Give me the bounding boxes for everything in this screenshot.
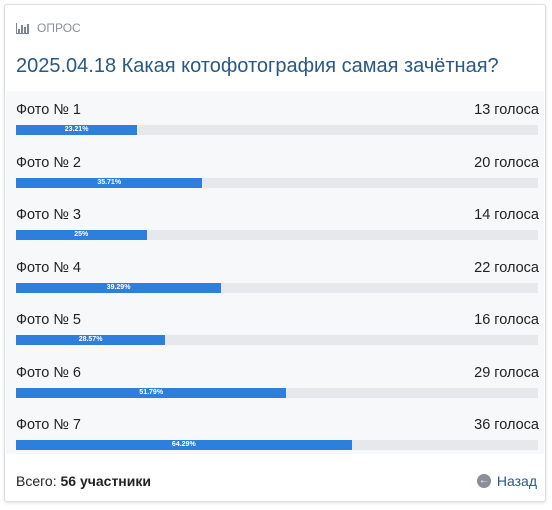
option-votes: 14 голоса xyxy=(474,207,539,223)
option-label: Фото № 6 xyxy=(16,365,81,381)
option-label: Фото № 1 xyxy=(16,102,81,118)
poll-card: ОПРОС 2025.04.18 Какая котофотография са… xyxy=(4,4,546,502)
poll-option-5[interactable]: Фото № 5 16 голоса 28.57% xyxy=(16,304,539,345)
option-label: Фото № 7 xyxy=(16,417,81,433)
option-bar-fill: 51.79% xyxy=(16,388,287,398)
option-bar-track: 64.29% xyxy=(16,440,538,450)
option-bar-track: 23.21% xyxy=(16,125,538,135)
option-bar-fill: 25% xyxy=(16,230,147,240)
option-votes: 29 голоса xyxy=(474,365,539,381)
back-button[interactable]: ← Назад xyxy=(476,473,537,489)
total-value: 56 участники xyxy=(60,473,151,489)
option-votes: 36 голоса xyxy=(474,417,539,433)
poll-total: Всего: 56 участники xyxy=(16,473,151,489)
poll-option-2[interactable]: Фото № 2 20 голоса 35.71% xyxy=(16,147,539,188)
option-percent: 28.57% xyxy=(78,336,103,343)
poll-type-label: ОПРОС xyxy=(37,21,81,35)
option-votes: 20 голоса xyxy=(474,155,539,171)
poll-title: 2025.04.18 Какая котофотография самая за… xyxy=(16,55,499,77)
poll-option-3[interactable]: Фото № 3 14 голоса 25% xyxy=(16,199,539,240)
poll-option-1[interactable]: Фото № 1 13 голоса 23.21% xyxy=(16,94,539,135)
option-votes: 22 голоса xyxy=(474,260,539,276)
option-percent: 23.21% xyxy=(64,126,89,133)
option-label: Фото № 5 xyxy=(16,312,81,328)
option-label: Фото № 2 xyxy=(16,155,81,171)
option-votes: 13 голоса xyxy=(474,102,539,118)
option-percent: 51.79% xyxy=(139,389,164,396)
option-bar-track: 25% xyxy=(16,230,538,240)
option-bar-fill: 35.71% xyxy=(16,178,203,188)
poll-option-7[interactable]: Фото № 7 36 голоса 64.29% xyxy=(16,409,539,450)
option-bar-track: 35.71% xyxy=(16,178,538,188)
poll-option-6[interactable]: Фото № 6 29 голоса 51.79% xyxy=(16,357,539,398)
poll-options: Фото № 1 13 голоса 23.21% Фото № 2 20 го… xyxy=(6,91,544,454)
option-bar-track: 28.57% xyxy=(16,335,538,345)
poll-option-4[interactable]: Фото № 4 22 голоса 39.29% xyxy=(16,252,539,293)
option-bar-fill: 28.57% xyxy=(16,335,166,345)
poll-header: ОПРОС xyxy=(16,21,81,35)
option-label: Фото № 3 xyxy=(16,207,81,223)
option-label: Фото № 4 xyxy=(16,260,81,276)
option-votes: 16 голоса xyxy=(474,312,539,328)
option-bar-track: 51.79% xyxy=(16,388,538,398)
option-bar-fill: 64.29% xyxy=(16,440,352,450)
option-percent: 64.29% xyxy=(171,441,196,448)
option-bar-fill: 23.21% xyxy=(16,125,138,135)
option-percent: 35.71% xyxy=(97,179,122,186)
option-bar-fill: 39.29% xyxy=(16,283,222,293)
back-label: Назад xyxy=(496,473,537,489)
option-percent: 25% xyxy=(74,231,89,238)
option-percent: 39.29% xyxy=(106,284,131,291)
arrow-left-circle-icon: ← xyxy=(476,474,491,488)
total-prefix: Всего: xyxy=(16,473,57,489)
poll-chart-icon xyxy=(16,22,29,34)
option-bar-track: 39.29% xyxy=(16,283,538,293)
